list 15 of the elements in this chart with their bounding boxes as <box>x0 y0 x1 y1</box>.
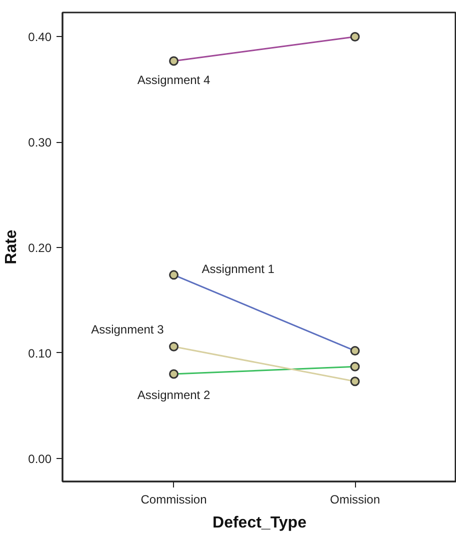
y-axis-title: Rate <box>3 230 20 264</box>
series-label: Assignment 1 <box>202 262 275 276</box>
point <box>169 342 179 352</box>
x-tick-label: Omission <box>330 492 380 506</box>
y-tick-label: 0.20 <box>28 241 52 256</box>
x-axis-title: Defect_Type <box>212 514 307 532</box>
series-label: Assignment 3 <box>91 322 164 337</box>
series-label: Assignment 4 <box>137 72 210 87</box>
y-tick-label: 0.30 <box>28 136 52 150</box>
y-tick-label: 0.00 <box>28 452 52 466</box>
x-tick-label: Commission <box>140 492 207 506</box>
y-tick-label: 0.40 <box>28 30 52 44</box>
point <box>350 376 360 386</box>
y-tick-label: 0.10 <box>28 346 52 360</box>
series-label: Assignment 2 <box>137 388 210 402</box>
